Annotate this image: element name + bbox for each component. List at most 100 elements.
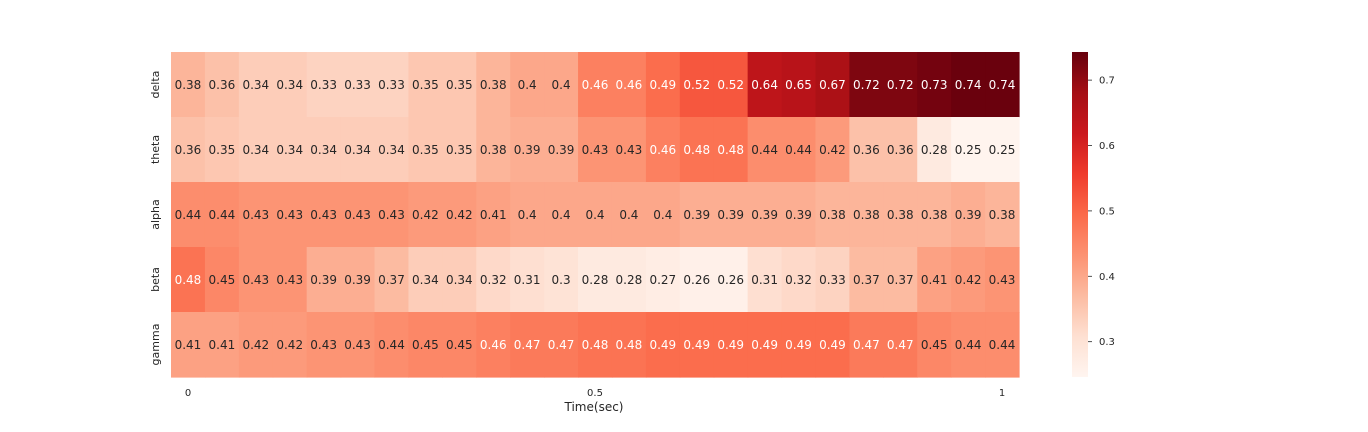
- x-tick-label: 1: [999, 388, 1005, 399]
- heatmap-cell: [781, 312, 817, 378]
- cell-value-label: 0.49: [785, 338, 812, 352]
- heatmap-cell: [476, 182, 511, 248]
- cell-value-label: 0.52: [683, 78, 710, 92]
- heatmap-cell: [578, 182, 613, 248]
- heatmap-cell: [679, 52, 715, 118]
- cell-value-label: 0.41: [209, 338, 236, 352]
- x-tick-label: 0: [185, 388, 191, 399]
- heatmap-cell: [238, 247, 274, 313]
- cell-value-label: 0.47: [514, 338, 541, 352]
- heatmap-cell: [645, 117, 681, 183]
- cell-value-label: 0.73: [921, 78, 948, 92]
- cell-value-label: 0.48: [582, 338, 609, 352]
- heatmap-cell: [951, 52, 986, 118]
- cell-value-label: 0.46: [649, 143, 676, 157]
- cell-value-label: 0.42: [446, 208, 473, 222]
- x-axis-ticks: 0 0.5 1: [185, 388, 1005, 399]
- heatmap-cell: [815, 117, 850, 183]
- heatmap-cell: [747, 117, 783, 183]
- cell-value-label: 0.4: [653, 208, 672, 222]
- cell-value-label: 0.41: [480, 208, 507, 222]
- heatmap-cell: [611, 182, 647, 248]
- heatmap-cell: [340, 247, 376, 313]
- heatmap-cell: [408, 247, 443, 313]
- heatmap-cell: [306, 52, 342, 118]
- colorbar-tick-label: 0.6: [1099, 141, 1115, 152]
- cell-value-label: 0.38: [480, 143, 507, 157]
- heatmap-cell: [713, 182, 749, 248]
- heatmap-cell: [476, 117, 511, 183]
- cell-value-label: 0.43: [276, 208, 303, 222]
- heatmap-cell: [510, 182, 545, 248]
- heatmap-cell: [238, 182, 274, 248]
- cell-value-label: 0.43: [344, 208, 371, 222]
- cell-value-label: 0.47: [887, 338, 914, 352]
- cell-value-label: 0.39: [751, 208, 778, 222]
- heatmap-cell: [306, 117, 342, 183]
- colorbar-tick-label: 0.3: [1099, 337, 1115, 348]
- cell-value-label: 0.34: [446, 273, 473, 287]
- heatmap-cell: [611, 247, 647, 313]
- cell-value-label: 0.26: [683, 273, 710, 287]
- colorbar: 0.3 0.4 0.5 0.6 0.7: [1072, 52, 1115, 377]
- heatmap-cell: [578, 52, 613, 118]
- cell-value-label: 0.34: [412, 273, 439, 287]
- cell-value-label: 0.43: [378, 208, 405, 222]
- cell-value-label: 0.33: [344, 78, 371, 92]
- heatmap-cell: [679, 182, 715, 248]
- cell-value-label: 0.44: [209, 208, 236, 222]
- cell-value-label: 0.44: [955, 338, 982, 352]
- heatmap-cell: [340, 117, 376, 183]
- heatmap-cell: [442, 182, 477, 248]
- cell-value-label: 0.25: [989, 143, 1016, 157]
- heatmap-cell: [204, 117, 240, 183]
- cell-value-label: 0.42: [412, 208, 439, 222]
- heatmap-cell: [645, 247, 681, 313]
- heatmap-cell: [374, 247, 410, 313]
- cell-value-label: 0.45: [446, 338, 473, 352]
- cell-value-label: 0.42: [242, 338, 269, 352]
- heatmap-cell: [611, 117, 647, 183]
- cell-value-label: 0.34: [242, 143, 269, 157]
- cell-value-label: 0.43: [989, 273, 1016, 287]
- cell-value-label: 0.48: [175, 273, 202, 287]
- cell-value-label: 0.31: [751, 273, 778, 287]
- cell-value-label: 0.35: [412, 143, 439, 157]
- heatmap-cell: [442, 52, 477, 118]
- cell-value-label: 0.36: [209, 78, 236, 92]
- heatmap-cell: [578, 117, 613, 183]
- heatmap-cell: [849, 117, 884, 183]
- heatmap-cell: [340, 312, 376, 378]
- cell-value-label: 0.35: [446, 143, 473, 157]
- heatmap-cell: [747, 52, 783, 118]
- cell-value-label: 0.37: [378, 273, 405, 287]
- cell-value-label: 0.35: [412, 78, 439, 92]
- heatmap-cell: [917, 247, 952, 313]
- cell-value-label: 0.49: [717, 338, 744, 352]
- cell-value-label: 0.49: [649, 78, 676, 92]
- heatmap-cell: [679, 312, 715, 378]
- heatmap-cell: [883, 117, 918, 183]
- cell-value-label: 0.27: [649, 273, 676, 287]
- cell-value-label: 0.26: [717, 273, 744, 287]
- cell-value-label: 0.48: [683, 143, 710, 157]
- heatmap-cell: [781, 117, 817, 183]
- cell-value-label: 0.38: [921, 208, 948, 222]
- row-labels: delta theta alpha beta gamma: [149, 71, 162, 366]
- cell-value-label: 0.32: [785, 273, 812, 287]
- heatmap-cell: [883, 247, 918, 313]
- heatmap-cell: [238, 312, 274, 378]
- heatmap-cell: [171, 247, 206, 313]
- cell-value-label: 0.39: [785, 208, 812, 222]
- cell-value-label: 0.36: [887, 143, 914, 157]
- cell-value-label: 0.25: [955, 143, 982, 157]
- cell-value-label: 0.64: [751, 78, 778, 92]
- heatmap-cell: [747, 312, 783, 378]
- cell-value-label: 0.39: [310, 273, 337, 287]
- cell-value-label: 0.43: [242, 208, 269, 222]
- cell-value-label: 0.42: [276, 338, 303, 352]
- heatmap-cell: [849, 52, 884, 118]
- row-label: theta: [149, 135, 162, 164]
- cell-value-label: 0.49: [683, 338, 710, 352]
